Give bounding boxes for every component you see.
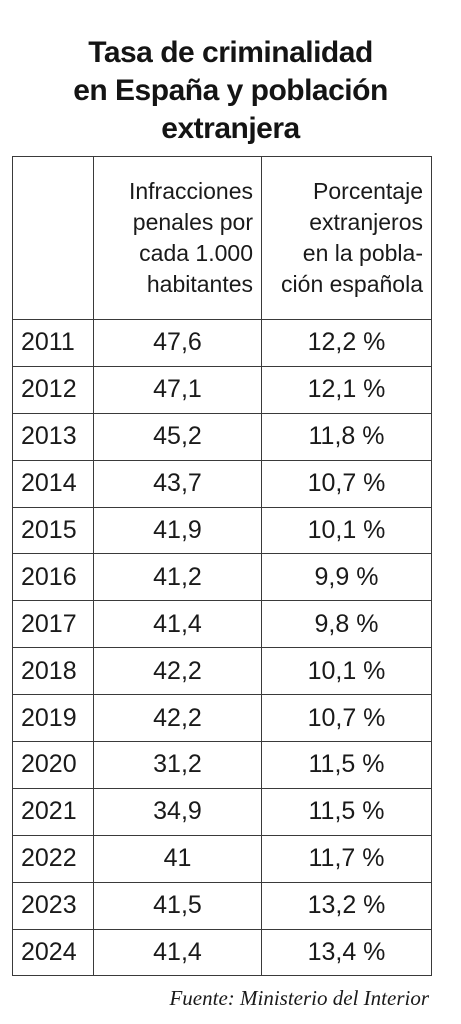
year-cell: 2021 <box>12 787 94 836</box>
year-cell: 2018 <box>12 647 94 696</box>
pct-cell: 12,1 % <box>261 365 432 414</box>
pct-cell: 11,8 % <box>261 412 432 461</box>
year-cell: 2022 <box>12 834 94 883</box>
rate-cell: 42,2 <box>93 647 262 696</box>
table-header-row: Infracciones penales por cada 1.000 habi… <box>12 156 432 320</box>
rate-cell: 41,4 <box>93 600 262 649</box>
year-cell: 2015 <box>12 506 94 555</box>
pct-cell: 11,5 % <box>261 787 432 836</box>
header-rate-line: cada 1.000 <box>139 240 253 266</box>
year-cell: 2013 <box>12 412 94 461</box>
header-rate-line: habitantes <box>146 271 253 297</box>
header-pct-line: ción española <box>281 271 423 297</box>
header-rate-line: penales por <box>132 209 253 235</box>
pct-cell: 10,7 % <box>261 459 432 508</box>
year-cell: 2017 <box>12 600 94 649</box>
pct-cell: 12,2 % <box>261 319 432 367</box>
rate-cell: 45,2 <box>93 412 262 461</box>
table-row: 2024 41,4 13,4 % <box>12 928 432 977</box>
rate-cell: 42,2 <box>93 694 262 743</box>
rate-cell: 41,2 <box>93 553 262 602</box>
year-cell: 2023 <box>12 881 94 930</box>
source-note: Fuente: Ministerio del Interior <box>169 986 429 1010</box>
header-rate-line: Infracciones <box>128 178 253 204</box>
table-body: 2011 47,6 12,2 % 2012 47,1 12,1 % 2013 45,2 11,8… <box>12 319 432 977</box>
table-row: 2013 45,2 11,8 % <box>12 412 432 461</box>
rate-cell: 41,5 <box>93 881 262 930</box>
table-row: 2014 43,7 10,7 % <box>12 459 432 508</box>
data-table: Infracciones penales por cada 1.000 habi… <box>12 156 432 977</box>
pct-cell: 10,1 % <box>261 647 432 696</box>
rate-cell: 41,4 <box>93 928 262 977</box>
year-cell: 2016 <box>12 553 94 602</box>
rate-cell: 47,6 <box>93 319 262 367</box>
year-cell: 2020 <box>12 741 94 789</box>
rate-cell: 34,9 <box>93 787 262 836</box>
pct-cell: 9,9 % <box>261 553 432 602</box>
pct-cell: 10,1 % <box>261 506 432 555</box>
pct-cell: 11,5 % <box>261 741 432 789</box>
table-row: 2016 41,2 9,9 % <box>12 553 432 602</box>
table-row: 2017 41,4 9,8 % <box>12 600 432 649</box>
header-rate-cell: Infracciones penales por cada 1.000 habi… <box>93 156 262 320</box>
header-year-cell <box>12 156 94 320</box>
table-row: 2018 42,2 10,1 % <box>12 647 432 696</box>
table-row: 2021 34,9 11,5 % <box>12 787 432 836</box>
table-row: 2011 47,6 12,2 % <box>12 319 432 367</box>
header-pct-line: extranjeros <box>309 209 423 235</box>
table-row: 2022 41 11,7 % <box>12 834 432 883</box>
pct-cell: 9,8 % <box>261 600 432 649</box>
table-row: 2020 31,2 11,5 % <box>12 741 432 789</box>
table-row: 2019 42,2 10,7 % <box>12 694 432 743</box>
pct-cell: 11,7 % <box>261 834 432 883</box>
table-row: 2012 47,1 12,1 % <box>12 365 432 414</box>
table-row: 2015 41,9 10,1 % <box>12 506 432 555</box>
year-cell: 2011 <box>12 319 94 367</box>
rate-cell: 41 <box>93 834 262 883</box>
rate-cell: 31,2 <box>93 741 262 789</box>
year-cell: 2014 <box>12 459 94 508</box>
rate-cell: 43,7 <box>93 459 262 508</box>
pct-cell: 13,2 % <box>261 881 432 930</box>
header-pct-cell: Porcentaje extranjeros en la pobla- ción… <box>261 156 432 320</box>
pct-cell: 10,7 % <box>261 694 432 743</box>
pct-cell: 13,4 % <box>261 928 432 977</box>
header-pct-line: Porcentaje <box>313 178 423 204</box>
rate-cell: 41,9 <box>93 506 262 555</box>
year-cell: 2012 <box>12 365 94 414</box>
header-pct-line: en la pobla- <box>302 240 423 266</box>
title-line-3: extranjera <box>161 112 300 145</box>
page-title: Tasa de criminalidad en España y poblaci… <box>0 34 461 148</box>
year-cell: 2024 <box>12 928 94 977</box>
title-line-1: Tasa de criminalidad <box>88 36 373 69</box>
rate-cell: 47,1 <box>93 365 262 414</box>
year-cell: 2019 <box>12 694 94 743</box>
title-line-2: en España y población <box>73 74 388 107</box>
table-row: 2023 41,5 13,2 % <box>12 881 432 930</box>
